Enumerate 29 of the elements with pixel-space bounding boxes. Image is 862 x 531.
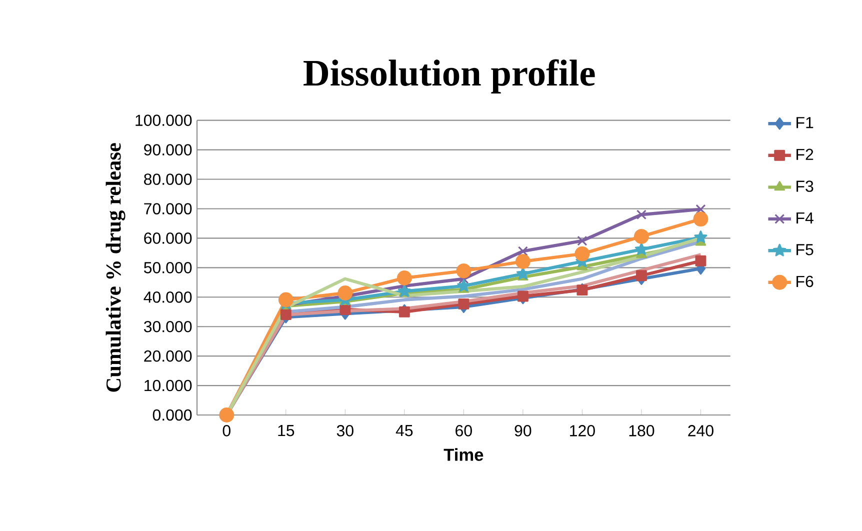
y-axis-title: Cumulative % drug release	[106, 143, 126, 392]
y-tick-label: 50.000	[144, 262, 192, 274]
y-tick-label: 70.000	[144, 203, 192, 214]
x-tick-label: 15	[278, 425, 294, 436]
y-tick-label: 30.000	[144, 320, 192, 332]
legend-label: F2	[796, 148, 814, 160]
x-tick-label: 180	[629, 425, 654, 436]
y-tick-label: 40.000	[144, 291, 192, 303]
x-tick-label: 90	[514, 425, 532, 436]
y-tick-label: 0.000	[152, 409, 192, 421]
x-tick-label: 120	[570, 425, 595, 436]
legend-label: F5	[796, 244, 814, 256]
y-tick-label: 80.000	[144, 174, 192, 185]
y-tick-label: 100.000	[136, 114, 192, 126]
x-tick-label: 0	[222, 425, 230, 436]
y-tick-label: 20.000	[144, 350, 192, 362]
legend-label: F6	[796, 276, 814, 288]
legend-label: F1	[796, 117, 814, 128]
legend-label: F3	[796, 180, 814, 192]
legend-label: F4	[796, 212, 814, 224]
x-tick-label: 30	[336, 425, 354, 436]
x-tick-label: 60	[456, 425, 472, 436]
y-tick-label: 10.000	[144, 380, 192, 392]
chart-title: Dissolution profile	[304, 59, 595, 94]
x-tick-label: 240	[688, 425, 714, 436]
x-axis-title: Time	[444, 448, 484, 461]
y-tick-label: 60.000	[144, 232, 192, 244]
y-tick-label: 90.000	[144, 144, 192, 156]
x-tick-label: 45	[396, 425, 413, 436]
